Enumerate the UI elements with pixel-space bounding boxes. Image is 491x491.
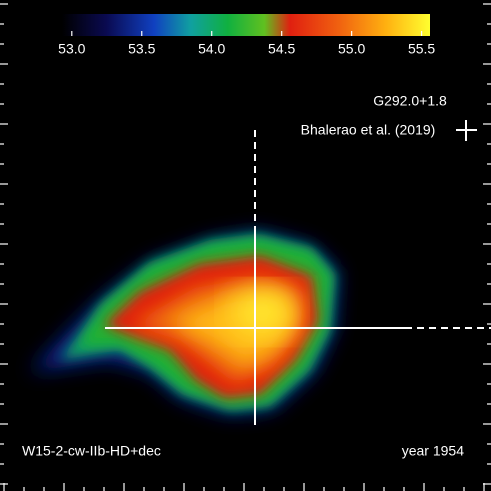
colorbar-tick-label: 54.0 (198, 41, 225, 57)
colorbar (62, 14, 430, 36)
colorbar-ticks: 53.0 53.5 54.0 54.5 55.0 55.5 (58, 31, 435, 57)
frame-ticks (0, 3, 491, 491)
colorbar-tick-label: 55.0 (338, 41, 365, 57)
colorbar-tick-label: 53.0 (58, 41, 85, 57)
colorbar-tick-label: 55.5 (408, 41, 435, 57)
object-label: G292.0+1.8 (373, 93, 447, 109)
position-marker (105, 130, 491, 425)
reference-label: Bhalerao et al. (2019) (301, 122, 436, 138)
colorbar-tick-label: 53.5 (128, 41, 155, 57)
emission-map (30, 232, 338, 414)
colorbar-tick-label: 54.5 (268, 41, 295, 57)
model-label: W15-2-cw-IIb-HD+dec (22, 443, 161, 459)
legend-marker (456, 120, 477, 141)
epoch-label: year 1954 (402, 443, 464, 459)
